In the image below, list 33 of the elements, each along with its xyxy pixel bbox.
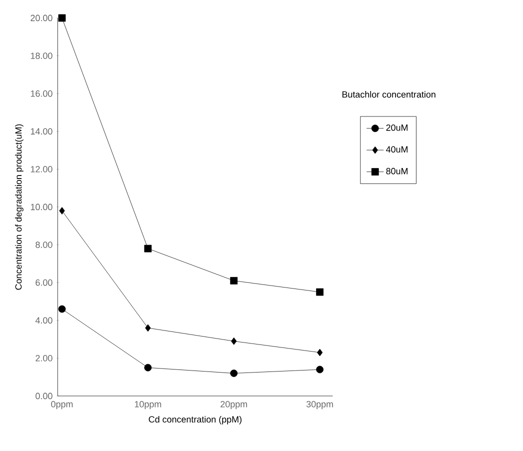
point — [144, 364, 152, 372]
point — [230, 276, 238, 284]
x-tick-label: 20ppm — [220, 401, 247, 410]
y-tick-label: 0.00 — [36, 392, 52, 400]
point — [58, 14, 66, 22]
y-tick-label: 12.00 — [30, 166, 52, 172]
point — [316, 348, 323, 356]
point — [145, 324, 151, 332]
y-tick-label: 8.00 — [36, 242, 52, 248]
x-tick-label: 30ppm — [306, 401, 333, 410]
x-tick-label: 0ppm — [51, 401, 73, 410]
legend-title: Butachlor concentration — [342, 91, 436, 98]
legend-label: 40uM — [386, 146, 408, 153]
point — [59, 207, 65, 214]
y-axis-title: Concentration of degradation product(uM) — [15, 124, 24, 290]
y-tick-label: 14.00 — [30, 128, 52, 135]
y-tick-label: 10.00 — [30, 204, 52, 210]
legend-label: 20uM — [386, 124, 408, 131]
x-axis-title: Cd concentration (ppM) — [148, 416, 242, 424]
point — [58, 305, 66, 313]
y-tick-label: 4.00 — [35, 317, 52, 324]
x-tick-label: 10ppm — [134, 401, 162, 410]
point — [316, 288, 324, 296]
point — [231, 337, 237, 345]
y-tick-label: 20.00 — [30, 14, 52, 22]
y-tick-label: 6.00 — [36, 279, 52, 286]
y-tick-label: 2.00 — [36, 355, 52, 362]
legend-label: 80uM — [386, 168, 408, 174]
point — [230, 370, 238, 378]
y-tick-label: 18.00 — [30, 52, 52, 59]
point — [316, 366, 324, 374]
point — [144, 244, 152, 252]
y-tick-label: 16.00 — [30, 90, 52, 97]
